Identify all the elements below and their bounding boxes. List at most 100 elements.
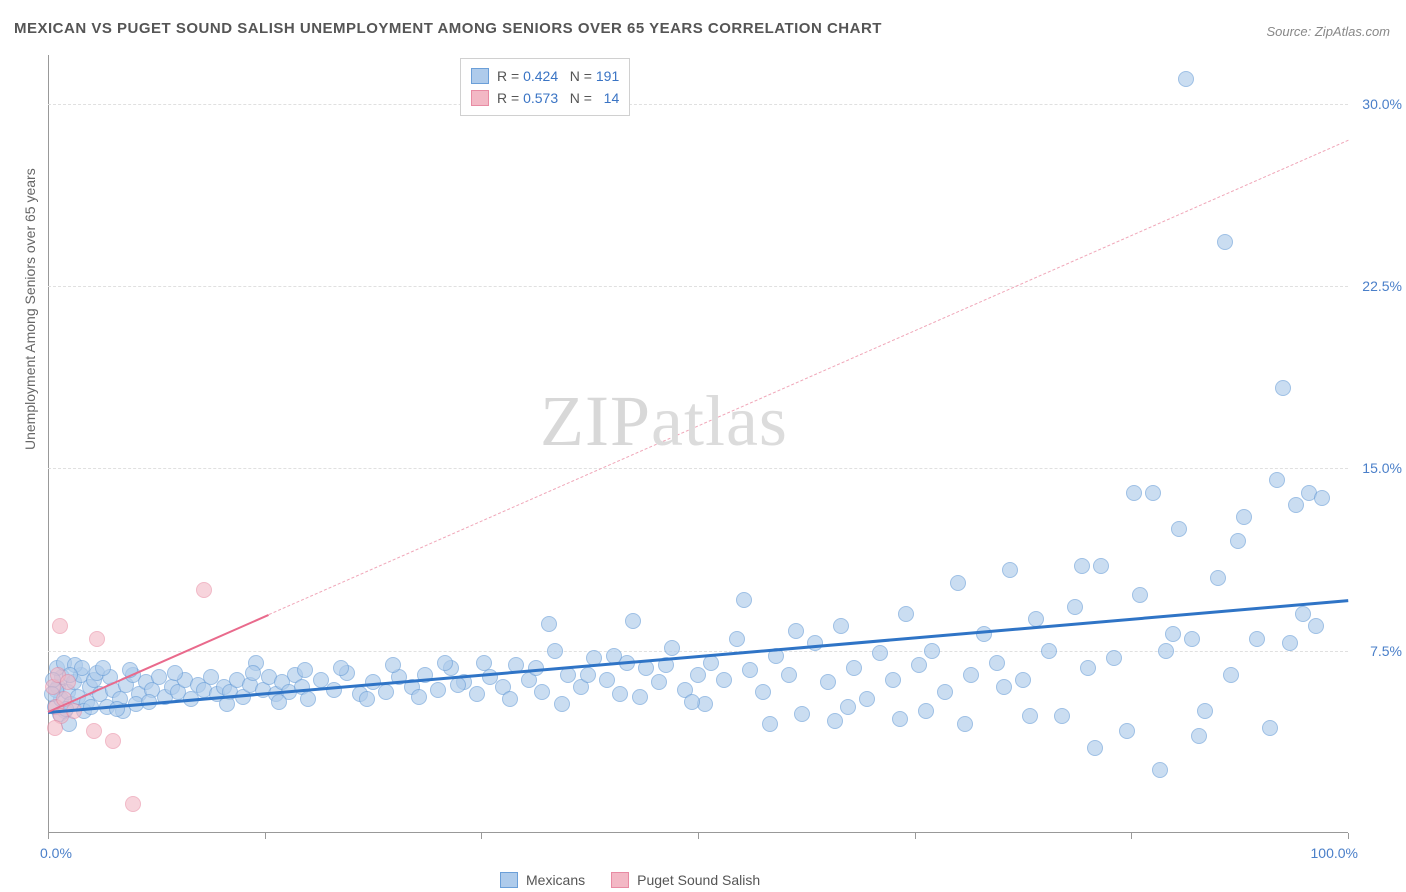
data-point [1308,618,1324,634]
x-tick [1348,833,1349,839]
data-point [872,645,888,661]
correlation-legend: R = 0.424 N = 191R = 0.573 N = 14 [460,58,630,116]
data-point [807,635,823,651]
data-point [827,713,843,729]
data-point [1054,708,1070,724]
data-point [60,674,76,690]
data-point [1249,631,1265,647]
data-point [89,631,105,647]
x-tick [915,833,916,839]
data-point [326,682,342,698]
data-point [1165,626,1181,642]
y-tick-label: 7.5% [1370,643,1402,659]
data-point [976,626,992,642]
data-point [1210,570,1226,586]
y-tick-label: 15.0% [1362,460,1402,476]
data-point [297,662,313,678]
data-point [684,694,700,710]
data-point [788,623,804,639]
data-point [794,706,810,722]
x-min-label: 0.0% [40,845,72,861]
x-tick [48,833,49,839]
data-point [359,691,375,707]
source-attribution: Source: ZipAtlas.com [1266,24,1390,39]
data-point [1022,708,1038,724]
data-point [937,684,953,700]
data-point [300,691,316,707]
data-point [476,655,492,671]
data-point [781,667,797,683]
legend-stat-row: R = 0.573 N = 14 [471,87,619,109]
data-point [898,606,914,622]
gridline [48,104,1348,105]
series-legend: Mexicans Puget Sound Salish [500,872,760,888]
data-point [963,667,979,683]
data-point [599,672,615,688]
data-point [1002,562,1018,578]
data-point [333,660,349,676]
data-point [1197,703,1213,719]
data-point [1106,650,1122,666]
gridline [48,651,1348,652]
data-point [1074,558,1090,574]
data-point [859,691,875,707]
data-point [840,699,856,715]
data-point [833,618,849,634]
trend-extension [269,140,1348,615]
data-point [1119,723,1135,739]
data-point [125,796,141,812]
data-point [1191,728,1207,744]
legend-swatch [500,872,518,888]
legend-stat-row: R = 0.424 N = 191 [471,65,619,87]
data-point [411,689,427,705]
data-point [95,660,111,676]
legend-series-label: Puget Sound Salish [637,872,760,888]
chart-title: MEXICAN VS PUGET SOUND SALISH UNEMPLOYME… [14,20,882,37]
data-point [1314,490,1330,506]
gridline [48,286,1348,287]
data-point [664,640,680,656]
data-point [729,631,745,647]
data-point [1152,762,1168,778]
data-point [1171,521,1187,537]
data-point [996,679,1012,695]
y-axis [48,55,49,833]
data-point [1087,740,1103,756]
data-point [502,691,518,707]
data-point [385,657,401,673]
data-point [612,686,628,702]
data-point [109,701,125,717]
y-tick-label: 22.5% [1362,278,1402,294]
data-point [885,672,901,688]
data-point [554,696,570,712]
data-point [541,616,557,632]
data-point [1217,234,1233,250]
data-point [1093,558,1109,574]
legend-swatch [471,68,489,84]
x-tick [698,833,699,839]
data-point [924,643,940,659]
x-tick [1131,833,1132,839]
data-point [245,665,261,681]
plot-area: 7.5%15.0%22.5%30.0%0.0%100.0% [48,55,1348,833]
data-point [918,703,934,719]
data-point [1015,672,1031,688]
x-tick [265,833,266,839]
legend-series-label: Mexicans [526,872,585,888]
x-max-label: 100.0% [1311,845,1358,861]
data-point [167,665,183,681]
data-point [534,684,550,700]
data-point [52,618,68,634]
data-point [1178,71,1194,87]
data-point [1288,497,1304,513]
data-point [271,694,287,710]
y-tick-label: 30.0% [1362,96,1402,112]
data-point [989,655,1005,671]
data-point [196,582,212,598]
legend-swatch [611,872,629,888]
data-point [580,667,596,683]
data-point [450,677,466,693]
data-point [892,711,908,727]
data-point [1275,380,1291,396]
data-point [957,716,973,732]
